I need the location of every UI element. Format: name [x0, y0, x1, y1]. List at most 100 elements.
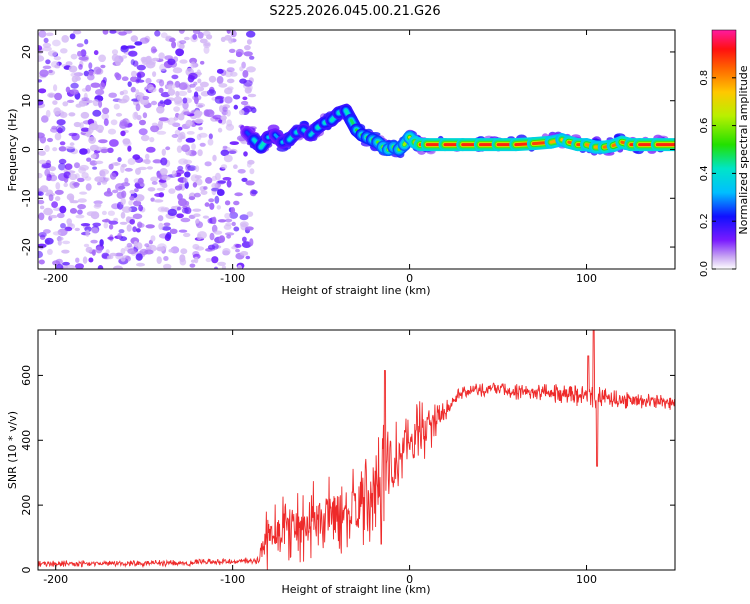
noise-cell — [237, 169, 246, 174]
noise-cell — [113, 103, 120, 110]
snr-y-label: SNR (10 * v/v) — [6, 411, 19, 489]
noise-cell — [192, 182, 198, 188]
noise-cell — [123, 140, 132, 147]
noise-cell — [208, 75, 217, 83]
noise-cell — [171, 134, 179, 138]
noise-cell — [83, 70, 89, 77]
noise-cell — [46, 177, 52, 182]
noise-cell — [57, 127, 63, 134]
noise-cell — [195, 246, 205, 251]
noise-cell — [189, 57, 198, 64]
noise-cell — [167, 208, 177, 216]
noise-cell — [157, 206, 168, 213]
noise-cell — [224, 200, 231, 206]
noise-cell — [243, 105, 253, 113]
noise-cell — [130, 59, 135, 66]
noise-cell — [239, 66, 244, 72]
noise-cell — [158, 117, 169, 122]
noise-cell — [233, 164, 238, 169]
noise-cell — [70, 82, 79, 89]
noise-cell — [191, 143, 196, 151]
noise-cell — [139, 119, 146, 126]
noise-cell — [80, 127, 90, 132]
noise-cell — [244, 45, 251, 51]
noise-cell — [224, 96, 233, 104]
noise-cell — [125, 255, 131, 262]
noise-cell — [120, 211, 126, 219]
noise-cell — [137, 223, 145, 228]
noise-cell — [233, 226, 240, 232]
noise-cell — [138, 204, 144, 212]
noise-cell — [75, 263, 84, 269]
snr-x-label: Height of straight line (km) — [281, 583, 430, 596]
noise-cell — [106, 187, 111, 194]
noise-cell — [127, 81, 132, 87]
noise-cell — [246, 211, 254, 217]
noise-cell — [176, 206, 181, 211]
noise-cell — [122, 89, 128, 95]
noise-cell — [60, 223, 66, 229]
noise-cell — [204, 202, 210, 207]
noise-cell — [235, 243, 242, 248]
noise-cell — [88, 136, 96, 144]
snr-x-ticks: -200 -100 0 100 — [43, 330, 597, 586]
noise-cell — [48, 194, 54, 202]
noise-cell — [205, 257, 212, 263]
noise-cell — [38, 199, 45, 205]
noise-cell — [142, 112, 148, 119]
noise-cell — [244, 87, 252, 94]
noise-cell — [226, 109, 231, 117]
noise-cell — [53, 107, 61, 115]
y-tick-label: 200 — [20, 495, 33, 516]
noise-cell — [225, 218, 233, 223]
noise-cell — [193, 213, 201, 217]
noise-cell — [207, 218, 214, 224]
noise-cell — [145, 55, 152, 64]
noise-cell — [66, 193, 75, 201]
noise-cell — [51, 125, 57, 130]
noise-cell — [226, 180, 232, 188]
noise-cell — [127, 248, 137, 255]
noise-cell — [178, 82, 188, 90]
noise-cell — [107, 236, 114, 240]
noise-cell — [114, 72, 120, 78]
noise-cell — [120, 45, 129, 53]
noise-cell — [136, 242, 143, 250]
noise-cell — [90, 82, 101, 88]
noise-cell — [218, 119, 223, 124]
noise-cell — [91, 249, 96, 256]
noise-cell — [214, 172, 221, 181]
noise-cell — [199, 38, 208, 44]
noise-cell — [64, 163, 73, 170]
noise-cell — [114, 252, 124, 257]
noise-cell — [54, 132, 62, 141]
noise-cell — [197, 78, 202, 84]
noise-cell — [94, 176, 104, 183]
noise-cell — [156, 187, 166, 191]
noise-cell — [186, 131, 195, 135]
noise-cell — [187, 165, 197, 172]
noise-cell — [212, 114, 223, 120]
spectrogram-ridge — [240, 103, 675, 159]
noise-cell — [65, 145, 75, 150]
noise-cell — [251, 107, 257, 114]
noise-cell — [230, 30, 237, 38]
noise-cell — [222, 106, 228, 112]
spectrogram-y-ticks: -20 -10 0 10 20 — [20, 45, 675, 256]
noise-cell — [145, 77, 152, 84]
spectrogram-x-ticks: -200 -100 0 100 — [43, 30, 597, 285]
noise-cell — [109, 30, 117, 34]
y-tick-label: -20 — [20, 238, 33, 256]
noise-cell — [70, 72, 80, 78]
noise-cell — [151, 57, 160, 62]
colorbar-label: Normalized spectral amplitude — [737, 65, 750, 234]
noise-cell — [44, 168, 51, 177]
noise-cell — [134, 188, 139, 193]
noise-cell — [120, 256, 126, 262]
noise-cell — [109, 252, 117, 257]
noise-cell — [38, 45, 43, 51]
spectrogram-y-label: Frequency (Hz) — [6, 109, 19, 192]
noise-cell — [183, 36, 190, 41]
noise-cell — [65, 61, 73, 66]
noise-cell — [58, 146, 67, 152]
